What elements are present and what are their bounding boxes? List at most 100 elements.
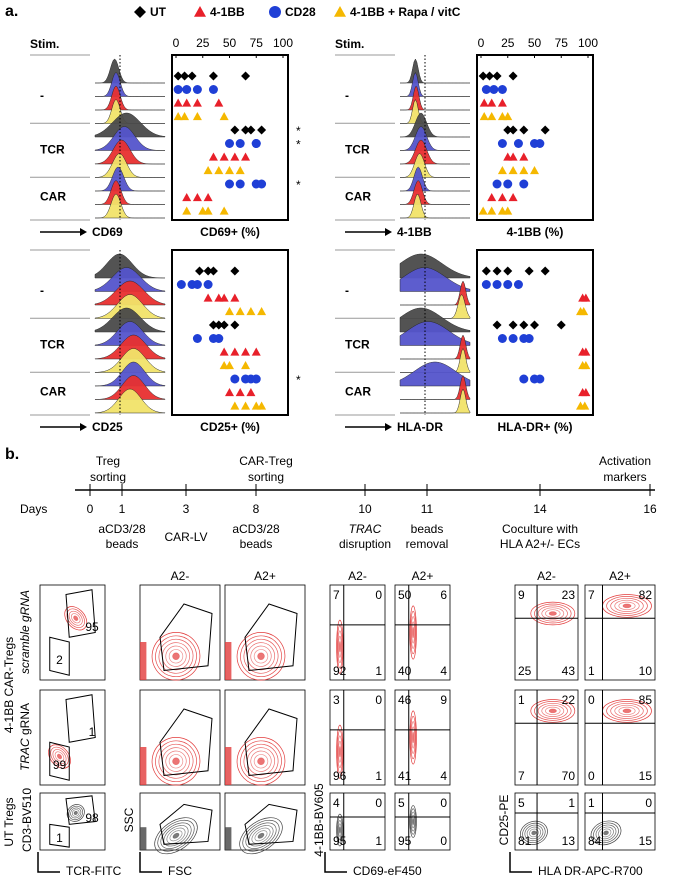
marker-triangle (487, 112, 497, 121)
day: 0 (87, 502, 94, 516)
contour (54, 751, 65, 762)
contour (534, 701, 572, 721)
x-tick-label: 100 (578, 36, 598, 50)
marker-triangle (192, 98, 202, 107)
contour-core (549, 611, 557, 616)
stim-label: Stim. (30, 37, 59, 51)
contour (253, 649, 269, 664)
row-group-label: 4-1BB CAR-Tregs (2, 637, 16, 733)
gate-value: 1 (56, 831, 63, 845)
contour (336, 619, 344, 674)
quadrant-value: 0 (588, 693, 595, 707)
marker-triangle (219, 112, 229, 121)
arrow-head (80, 228, 87, 236)
flow-plot (394, 584, 451, 681)
x-tick-label: 75 (555, 36, 569, 50)
marker-triangle (230, 347, 240, 356)
marker-triangle (257, 401, 267, 410)
contour (529, 828, 539, 838)
legend-label: UT (150, 5, 167, 19)
marker-label: 4-1BB (397, 225, 432, 239)
contour (66, 608, 85, 628)
histograms (399, 58, 470, 219)
panel-label: b. (5, 446, 19, 463)
histogram (399, 166, 470, 192)
marker-circle (192, 280, 202, 289)
gate (159, 708, 213, 777)
group-label: - (40, 88, 44, 102)
quadrant-value: 9 (518, 588, 525, 602)
histogram (94, 294, 166, 319)
quadrant-value: 22 (562, 693, 576, 707)
timeline-label: aCD3/28 (232, 522, 280, 536)
marker-circle (481, 280, 491, 289)
marker-triangle (519, 152, 529, 161)
x-tick-label: 25 (196, 36, 210, 50)
histogram (95, 85, 165, 111)
marker-triangle (581, 293, 591, 302)
marker-triangle (241, 347, 251, 356)
significance: * (296, 138, 301, 152)
contour (240, 635, 282, 678)
contour-core (257, 652, 265, 660)
marker-triangle (180, 112, 190, 121)
contour (606, 596, 648, 616)
marker-diamond (508, 320, 518, 330)
timeline-label: sorting (248, 470, 284, 484)
gate (49, 823, 70, 848)
marker-triangle (479, 112, 489, 121)
quadrant-value: 15 (639, 834, 653, 848)
column-header: A2- (171, 569, 190, 583)
marker-diamond (519, 125, 529, 135)
quadrant-value: 82 (639, 588, 653, 602)
row-label-part: gRNA (18, 703, 32, 738)
quadrant-value: 4 (440, 769, 447, 783)
group-label: TCR (40, 337, 65, 351)
marker-circle (192, 334, 202, 343)
marker-circle (203, 280, 213, 289)
marker-triangle (497, 193, 507, 202)
gate (49, 741, 70, 781)
marker-circle (535, 139, 545, 148)
flow-plot (514, 584, 579, 681)
contour (155, 635, 197, 678)
histogram (94, 361, 166, 387)
marker-circle (524, 334, 534, 343)
quadrant-value: 46 (398, 693, 412, 707)
quadrant-value: 0 (375, 693, 382, 707)
contour (618, 706, 636, 716)
day: 1 (119, 502, 126, 516)
marker-diamond (214, 320, 224, 330)
marker-triangle (580, 401, 590, 410)
histogram (399, 58, 470, 84)
histogram (399, 321, 471, 346)
quadrant-value: 50 (398, 588, 412, 602)
contour (151, 737, 201, 786)
marker-diamond (508, 125, 518, 135)
marker-triangle (182, 98, 192, 107)
contour (338, 635, 342, 658)
x-axis-label: FSC (168, 864, 192, 878)
contour (336, 625, 343, 669)
marker-triangle (219, 206, 229, 215)
legend-label: CD28 (285, 5, 316, 19)
marker-circle (257, 179, 267, 189)
histogram (399, 194, 470, 219)
marker-diamond (241, 71, 251, 81)
marker-circle (519, 374, 529, 384)
marker-triangle (219, 293, 229, 302)
quadrant-value: 70 (562, 769, 576, 783)
gate (159, 603, 213, 672)
quadrant-value: 23 (562, 588, 576, 602)
contour (412, 731, 415, 744)
significance: * (296, 373, 301, 387)
marker-diamond (540, 266, 550, 276)
debris (225, 642, 232, 680)
contour (336, 730, 343, 774)
marker-triangle (225, 166, 234, 175)
quadrant-value: 4 (333, 796, 340, 810)
debris (225, 747, 232, 785)
quadrant-value: 7 (518, 769, 525, 783)
contour (337, 735, 343, 769)
contour-core (172, 833, 180, 839)
